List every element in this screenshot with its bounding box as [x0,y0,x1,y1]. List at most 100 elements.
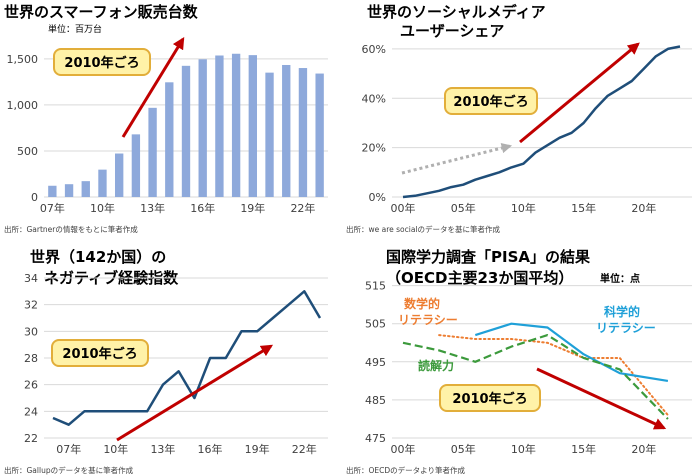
badge-label: 2010年ごろ [64,55,139,71]
x-tick-label: 10年 [103,442,128,456]
x-tick-label: 16年 [198,442,223,456]
bar-2023 [315,73,324,197]
x-tick-label: 13年 [150,442,175,456]
y-tick-label: 22 [24,432,38,445]
x-tick-label: 10年 [511,442,536,456]
chart-title-line-1: 世界のソーシャルメディア [367,3,546,21]
x-tick-label: 16年 [190,201,215,215]
x-tick-label: 00年 [391,201,416,215]
bar-2008 [64,184,74,197]
chart-title: 世界のスマーフォン販売台数 [4,3,199,21]
chart-social_media-axes: 0% 20% 40% 60% 00年 05年 10年 15年 20年 [362,43,692,215]
y-tick-label: 485 [365,394,386,407]
trend-arrow [536,367,667,430]
x-tick-label: 07年 [56,442,81,456]
x-tick-label: 05年 [451,442,476,456]
bar-2017 [215,55,224,198]
series-label-math-1: 数学的 [404,296,440,311]
bar-2011 [115,153,124,197]
x-tick-label: 00年 [391,442,416,456]
chart-title-line-1: 国際学力調査「PISA」の結果 [386,248,591,266]
badge-2010: 2010年ごろ [53,48,151,76]
series-label-reading: 読解力 [418,358,454,373]
x-tick-label: 13年 [140,201,165,215]
badge-2010: 2010年ごろ [439,384,541,412]
y-tick-label: 505 [365,318,386,331]
source-note: 出所：OECDのデータより筆者作成 [346,465,466,475]
series-line-social-share [402,45,681,199]
series-line-negative-index [52,290,322,426]
y-tick-label: 0 [31,191,38,204]
series-line-math [438,334,669,417]
bar-2015 [181,65,191,197]
y-tick-label: 20% [362,142,386,155]
x-tick-label: 20年 [631,201,656,215]
series-line-reading [402,334,669,420]
badge-label: 2010年ごろ [452,391,527,407]
unit-label: 単位：百万台 [48,23,102,35]
y-tick-label: 495 [365,356,386,369]
series-label-math-2: リテラシー [398,313,458,327]
x-tick-label: 05年 [451,201,476,215]
x-tick-label: 15年 [571,201,596,215]
y-tick-label: 515 [365,280,386,293]
x-tick-label: 07年 [40,201,65,215]
x-tick-label: 10年 [90,201,115,215]
trend-arrow [116,344,274,442]
bar-2019 [248,55,257,198]
dotted-arrow [401,142,513,175]
bar-2022 [298,68,308,197]
y-tick-label: 32 [24,299,38,312]
chart-pisa-axes: 475 485 495 505 515 00年 05年 10年 15年 20年 [365,280,692,456]
y-tick-label: 26 [24,379,38,392]
x-tick-label: 19年 [240,201,265,215]
source-note: 出所：Gartnerの情報をもとに筆者作成 [4,224,138,234]
bar-2021 [282,64,291,198]
badge-label: 2010年ごろ [453,94,528,110]
badge-2010: 2010年ごろ [51,339,149,367]
trend-arrow [519,42,640,144]
bar-2016 [198,59,207,197]
bar-2018 [231,53,241,198]
badge-box [439,384,541,412]
badge-box [444,87,538,115]
source-note: 出所：we are socialのデータを基に筆者作成 [346,224,501,234]
x-tick-label: 15年 [571,442,596,456]
y-tick-label: 1,500 [7,53,39,66]
y-tick-label: 24 [24,405,38,418]
chart-title-line-1: 世界（142か国）の [30,248,166,266]
bar-2007 [48,185,57,197]
bar-2013 [148,107,157,197]
y-tick-label: 30 [24,325,38,338]
y-tick-label: 475 [365,432,386,445]
series-label-science-2: リテラシー [596,321,656,335]
chart-title-line-2: （OECD主要23か国平均） [386,269,573,287]
x-tick-label: 22年 [292,442,317,456]
x-tick-label: 22年 [290,201,315,215]
badge-box [53,48,151,76]
y-tick-label: 40% [362,92,386,105]
bar-2009 [81,181,90,197]
y-tick-label: 500 [17,145,38,158]
bar-2014 [165,82,174,197]
source-note: 出所：Gallupのデータを基に筆者作成 [4,465,134,475]
unit-label: 単位：点 [600,272,640,285]
y-tick-label: 60% [362,43,386,56]
bar-2020 [265,72,274,197]
y-tick-label: 1,000 [7,99,39,112]
badge-2010: 2010年ごろ [444,87,538,115]
trend-arrow [121,36,185,138]
x-tick-label: 19年 [245,442,270,456]
badge-label: 2010年ごろ [62,346,137,362]
x-tick-label: 10年 [511,201,536,215]
bar-2012 [131,134,141,197]
bar-2010 [98,169,107,197]
y-tick-label: 0% [369,191,386,204]
series-label-science-1: 科学的 [604,304,640,319]
y-tick-label: 28 [24,352,38,365]
y-tick-label: 34 [24,272,38,285]
series-line-science [474,322,669,382]
badge-box [51,339,149,367]
x-tick-label: 20年 [631,442,656,456]
